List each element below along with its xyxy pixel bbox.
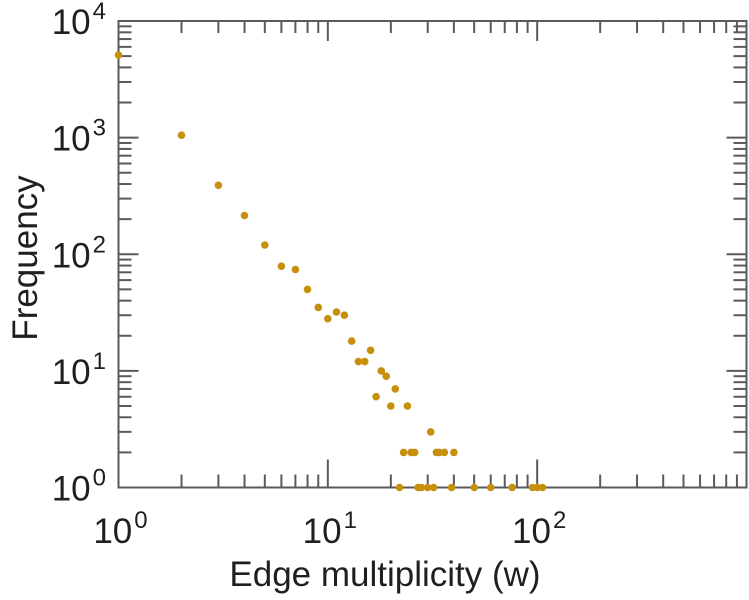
data-point [417, 483, 426, 492]
data-point [332, 308, 341, 316]
y-tick-label-10e0: 100 [52, 465, 106, 509]
data-point [440, 448, 449, 457]
data-point [538, 483, 547, 492]
x-axis-title: Edge multiplicity (w) [229, 555, 540, 594]
y-tick-label-10e4: 104 [52, 0, 106, 42]
data-point [391, 385, 400, 393]
data-point [261, 241, 269, 249]
data-point [291, 265, 300, 274]
data-point [399, 448, 408, 457]
data-point [450, 448, 458, 457]
data-point [486, 483, 495, 492]
y-tick-label-10e1: 101 [52, 348, 106, 392]
data-point [377, 367, 386, 375]
data-point [410, 448, 419, 457]
data-point [447, 483, 456, 492]
data-point [354, 357, 363, 366]
data-point [429, 483, 438, 492]
data-point [435, 448, 443, 457]
data-point [372, 392, 380, 401]
data-point [403, 402, 412, 410]
data-point [314, 303, 323, 312]
data-point [508, 483, 516, 492]
data-point [426, 428, 435, 436]
data-point [470, 483, 479, 492]
data-point [347, 337, 356, 345]
axis-ticks [117, 20, 748, 489]
data-point [277, 262, 286, 271]
data-point [340, 311, 349, 320]
x-tick-label-10e1: 101 [303, 507, 357, 551]
y-axis-title: Frequency [6, 175, 45, 341]
data-point [214, 181, 223, 190]
data-point [423, 483, 432, 492]
x-tick-label-10e0: 100 [93, 507, 147, 551]
data-point [366, 346, 375, 355]
data-point [303, 285, 312, 294]
data-point [324, 314, 332, 323]
data-point [387, 402, 395, 410]
data-point [240, 211, 249, 220]
data-point [395, 483, 404, 492]
data-point [177, 131, 186, 139]
data-point [114, 51, 123, 59]
data-point [382, 372, 391, 381]
x-tick-label-10e2: 102 [512, 507, 566, 551]
y-tick-label-10e2: 102 [52, 231, 106, 275]
data-point [360, 357, 369, 366]
data-point [533, 483, 541, 492]
plot-frame [117, 20, 748, 489]
data-points [114, 51, 547, 492]
y-tick-label-10e3: 103 [52, 115, 106, 159]
